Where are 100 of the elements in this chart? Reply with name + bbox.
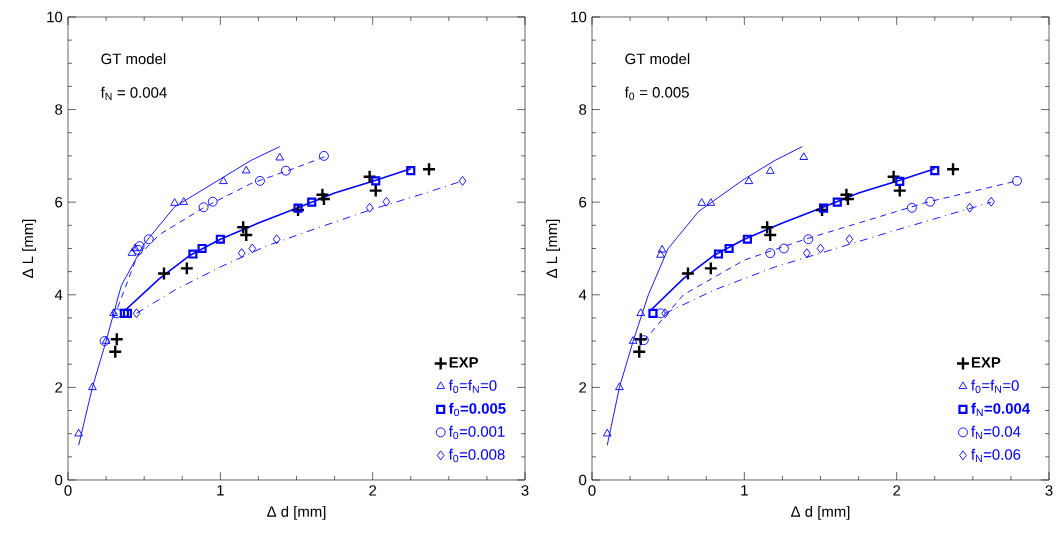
point bbox=[930, 166, 940, 176]
y-tick-label: 6 bbox=[55, 196, 63, 208]
annotation: GT model bbox=[625, 53, 690, 65]
legend-label: f$_{N}$=0.004 bbox=[971, 402, 1031, 416]
point bbox=[248, 243, 257, 254]
x-tick-label: 3 bbox=[521, 485, 529, 496]
point bbox=[179, 261, 195, 276]
point bbox=[680, 266, 696, 281]
y-tick-label: 0 bbox=[579, 474, 587, 486]
point bbox=[74, 428, 84, 437]
point bbox=[713, 249, 724, 259]
point bbox=[628, 336, 638, 344]
y-tick-label: 2 bbox=[579, 382, 587, 393]
legend-label: f$_{N}$=0.06 bbox=[971, 448, 1021, 462]
x-tick-label: 3 bbox=[1045, 485, 1053, 496]
point bbox=[458, 175, 467, 186]
point bbox=[1012, 175, 1022, 186]
legend-label: f$_{N}$=0.04 bbox=[971, 425, 1021, 439]
point bbox=[886, 169, 901, 184]
point bbox=[119, 308, 129, 318]
point bbox=[109, 332, 124, 347]
point bbox=[272, 234, 281, 245]
point bbox=[382, 196, 391, 207]
point bbox=[636, 308, 646, 316]
point bbox=[840, 191, 856, 207]
point bbox=[816, 243, 825, 254]
legend-label: f$_{0}$=0.005 bbox=[448, 402, 506, 417]
point bbox=[657, 244, 667, 253]
point bbox=[602, 428, 612, 437]
legend-label: EXP bbox=[971, 357, 1001, 368]
point bbox=[188, 249, 198, 259]
point bbox=[839, 187, 854, 202]
point bbox=[779, 243, 789, 254]
point bbox=[365, 202, 374, 213]
point bbox=[706, 198, 716, 206]
y-tick-label: 10 bbox=[47, 11, 63, 23]
point bbox=[656, 250, 665, 258]
point bbox=[406, 166, 416, 176]
legend-label: f$_{0}$=f$_{N}$=0 bbox=[971, 379, 1019, 394]
point bbox=[633, 332, 648, 347]
y-axis-title: Δ L [mm] bbox=[22, 219, 37, 278]
point bbox=[122, 308, 133, 318]
point bbox=[803, 234, 814, 245]
point bbox=[648, 308, 658, 318]
x-tick-label: 0 bbox=[588, 485, 596, 496]
point bbox=[198, 202, 209, 213]
legend-label: f$_{0}$=0.001 bbox=[448, 425, 505, 440]
point bbox=[207, 196, 218, 207]
point bbox=[127, 248, 137, 256]
x-tick-label: 2 bbox=[369, 485, 377, 496]
point bbox=[108, 344, 123, 359]
point bbox=[818, 203, 829, 213]
point bbox=[132, 308, 141, 319]
y-tick-label: 4 bbox=[54, 289, 63, 300]
x-axis-title: Δ d [mm] bbox=[267, 505, 326, 520]
point bbox=[638, 335, 649, 346]
point bbox=[255, 175, 265, 186]
y-tick-label: 8 bbox=[579, 104, 587, 115]
point bbox=[368, 183, 383, 198]
point bbox=[965, 202, 974, 213]
point bbox=[987, 196, 995, 207]
point bbox=[832, 197, 842, 207]
point bbox=[371, 176, 381, 186]
point bbox=[615, 382, 624, 391]
point bbox=[156, 266, 172, 281]
point bbox=[661, 308, 669, 319]
point bbox=[742, 234, 752, 244]
point bbox=[945, 162, 961, 177]
point bbox=[319, 150, 329, 161]
point bbox=[275, 152, 285, 161]
point bbox=[88, 382, 97, 391]
y-tick-label: 2 bbox=[55, 382, 63, 393]
point bbox=[632, 344, 647, 359]
point bbox=[219, 176, 228, 185]
point bbox=[906, 202, 917, 213]
x-tick-label: 0 bbox=[64, 485, 72, 496]
point bbox=[179, 197, 189, 205]
point bbox=[170, 198, 179, 206]
line-series bbox=[606, 146, 803, 446]
point bbox=[765, 166, 775, 174]
point bbox=[215, 234, 225, 244]
point bbox=[316, 191, 332, 207]
point bbox=[197, 243, 207, 254]
x-tick-label: 1 bbox=[741, 485, 748, 496]
annotation: GT model bbox=[101, 53, 166, 65]
annotation: f$_{0}$ = 0.005 bbox=[624, 86, 689, 101]
legend-label: f$_{0}$=0.008 bbox=[448, 448, 505, 463]
point bbox=[925, 196, 936, 207]
legend-label: EXP bbox=[449, 357, 479, 368]
point bbox=[765, 248, 776, 259]
point bbox=[143, 234, 154, 245]
point bbox=[895, 176, 905, 186]
point bbox=[744, 176, 754, 185]
point bbox=[845, 234, 854, 245]
point bbox=[802, 248, 811, 259]
point bbox=[655, 308, 666, 319]
y-axis-title: Δ L [mm] bbox=[546, 219, 561, 278]
point bbox=[799, 152, 809, 160]
point bbox=[697, 198, 707, 206]
x-axis-title: Δ d [mm] bbox=[791, 505, 850, 520]
